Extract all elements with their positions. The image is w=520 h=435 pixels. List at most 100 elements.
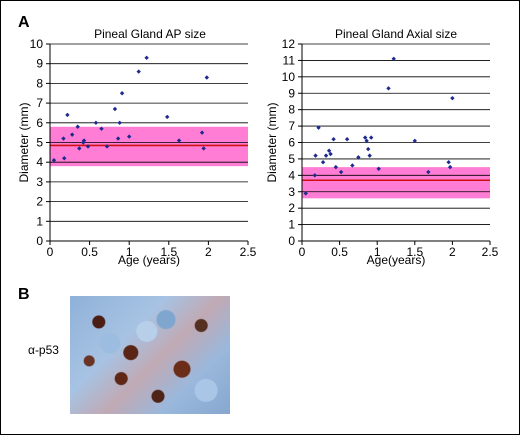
x-tick-label: 0 — [47, 245, 54, 259]
data-point — [117, 120, 122, 125]
x-axis-label: Age(years) — [367, 253, 426, 267]
y-axis-label: Diameter (mm) — [17, 102, 31, 182]
y-tick-label: 11 — [283, 53, 296, 67]
x-tick-label: 2.5 — [482, 245, 499, 259]
data-point — [391, 56, 396, 61]
normal-range-band — [50, 126, 248, 167]
data-point — [77, 146, 82, 151]
y-tick-label: 9 — [288, 86, 295, 100]
data-point — [65, 112, 70, 118]
y-tick-label: 5 — [288, 152, 295, 166]
y-tick-label: 3 — [36, 175, 43, 189]
x-tick-label: 1 — [374, 245, 381, 259]
x-tick-label: 1.5 — [160, 245, 177, 259]
y-tick-label: 6 — [288, 136, 295, 150]
y-tick-label: 7 — [36, 96, 43, 110]
ap-size-chart: 0 1 2 3 4 5 6 7 8 9 10 0 0.5 1 1.5 2 2.5 Pineal Gland AP … — [17, 27, 257, 267]
data-point — [51, 158, 57, 163]
data-point — [364, 138, 369, 144]
y-tick-label: 1 — [288, 218, 295, 232]
data-point — [62, 156, 67, 161]
y-tick-label: 12 — [282, 37, 296, 51]
data-point — [368, 135, 374, 140]
x-tick-label: 2 — [205, 245, 212, 259]
data-point — [176, 138, 182, 143]
x-tick-label: 2.5 — [240, 245, 257, 259]
data-point — [112, 106, 118, 112]
y-tick-label: 0 — [288, 234, 295, 248]
data-point — [386, 86, 391, 91]
micrograph-label: α-p53 — [28, 343, 59, 357]
x-tick-label: 0.5 — [81, 245, 98, 259]
data-point — [344, 137, 350, 142]
y-tick-label: 8 — [36, 76, 43, 90]
x-tick-label: 2 — [449, 245, 456, 259]
data-point — [323, 153, 329, 158]
data-point — [446, 160, 451, 165]
data-point — [165, 114, 170, 120]
y-tick-label: 5 — [36, 136, 43, 150]
data-point — [115, 136, 121, 141]
y-tick-label: 9 — [36, 57, 43, 71]
data-point — [312, 173, 317, 178]
x-tick-label: 0.5 — [331, 245, 348, 259]
data-point — [99, 126, 104, 131]
y-tick-label: 4 — [36, 155, 43, 169]
x-tick-label: 0 — [299, 245, 306, 259]
y-tick-label: 6 — [36, 116, 43, 130]
data-point — [69, 132, 75, 137]
data-point — [303, 191, 308, 196]
y-tick-label: 0 — [36, 234, 43, 248]
y-tick-label: 2 — [36, 195, 43, 209]
panel-b-letter: B — [18, 286, 30, 303]
data-point — [81, 138, 87, 143]
data-point — [426, 169, 431, 175]
data-point — [450, 95, 455, 101]
data-point — [81, 140, 86, 145]
y-tick-label: 4 — [288, 168, 295, 182]
data-point — [328, 151, 333, 157]
chart-title: Pineal Gland AP size — [94, 27, 206, 41]
data-point — [127, 134, 132, 139]
data-point — [85, 144, 91, 149]
data-point — [320, 160, 326, 165]
data-point — [365, 146, 371, 152]
x-axis-label: Age (years) — [118, 253, 180, 267]
data-point — [412, 138, 417, 144]
data-point — [367, 153, 372, 158]
data-point — [331, 137, 336, 142]
y-tick-label: 1 — [36, 214, 43, 228]
data-point — [136, 69, 141, 74]
data-point — [199, 130, 205, 135]
data-point — [338, 169, 344, 175]
y-tick-label: 3 — [288, 185, 295, 199]
data-point — [362, 135, 368, 140]
data-point — [447, 164, 453, 170]
y-tick-label: 2 — [288, 201, 295, 215]
data-point — [333, 164, 339, 170]
data-point — [93, 120, 99, 125]
data-point — [204, 75, 210, 80]
chart-title: Pineal Gland Axial size — [335, 27, 457, 41]
data-point — [350, 163, 355, 168]
data-point — [316, 125, 321, 130]
data-point — [75, 124, 80, 129]
data-point — [119, 91, 125, 96]
panel-a-letter: A — [18, 14, 30, 31]
data-point — [376, 166, 381, 171]
normal-range-band — [302, 167, 490, 199]
y-axis-label: Diameter (mm) — [265, 102, 279, 182]
y-tick-label: 8 — [288, 103, 295, 117]
y-tick-label: 7 — [288, 119, 295, 133]
data-point — [326, 148, 332, 153]
p53-micrograph — [70, 296, 230, 414]
data-point — [313, 153, 318, 158]
data-point — [144, 55, 149, 60]
data-point — [201, 146, 206, 151]
x-tick-label: 1.5 — [406, 245, 423, 259]
data-point — [356, 155, 361, 160]
y-tick-label: 10 — [282, 70, 296, 84]
y-tick-label: 10 — [30, 37, 44, 51]
data-point — [104, 144, 110, 149]
